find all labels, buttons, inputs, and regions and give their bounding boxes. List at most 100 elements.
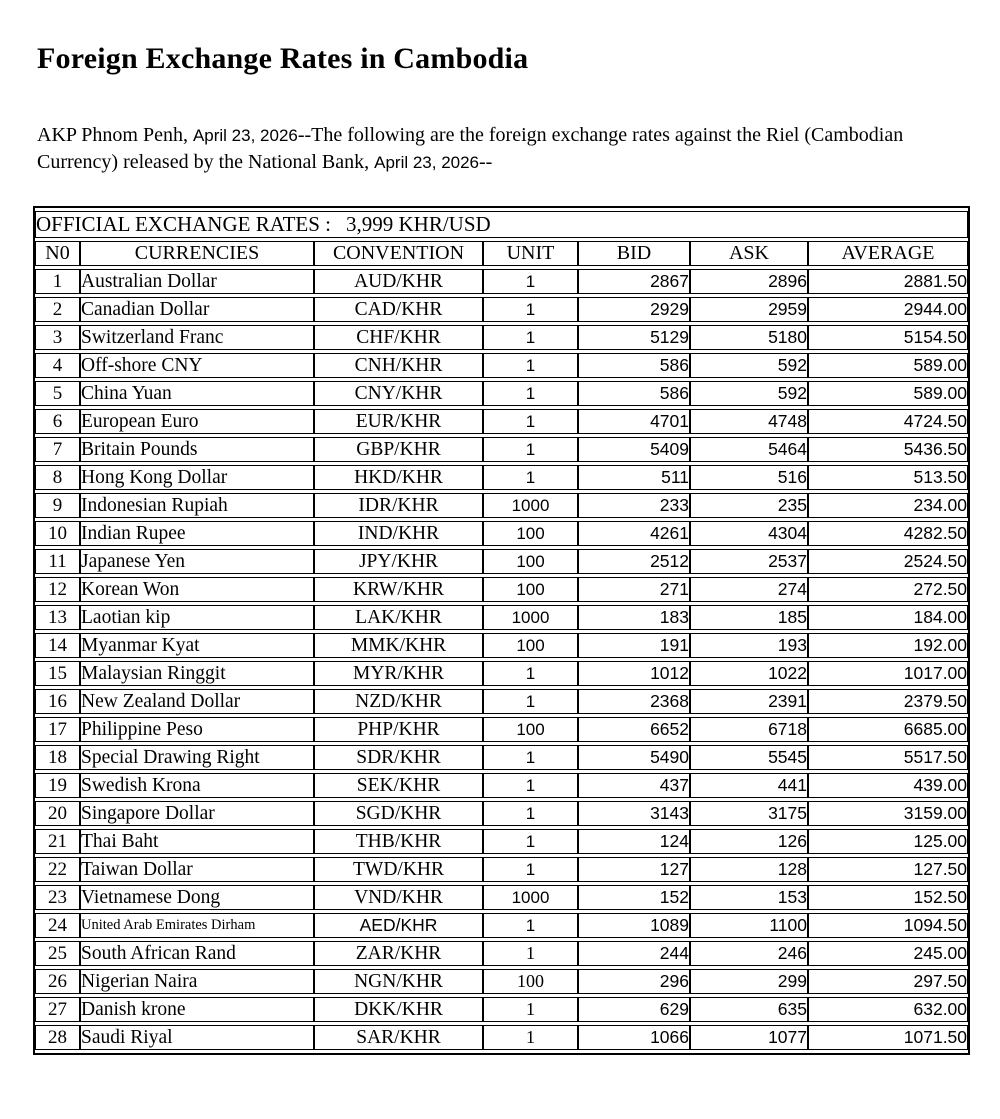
page-title: Foreign Exchange Rates in Cambodia xyxy=(37,42,529,75)
cell-unit: 1 xyxy=(483,913,578,938)
cell-no: 13 xyxy=(35,605,80,630)
table-row: 12 Korean Won KRW/KHR 100 271 274 272.50 xyxy=(35,577,969,602)
cell-convention: CAD/KHR xyxy=(314,297,483,322)
table-row: 22 Taiwan Dollar TWD/KHR 1 127 128 127.50 xyxy=(35,857,969,882)
cell-average: 2881.50 xyxy=(808,269,969,294)
cell-ask: 235 xyxy=(690,493,808,518)
cell-convention: PHP/KHR xyxy=(314,717,483,742)
intro-date-segment: April 23, 2026 xyxy=(374,153,480,172)
cell-no: 5 xyxy=(35,381,80,406)
cell-currency: United Arab Emirates Dirham xyxy=(80,913,314,938)
cell-bid: 5409 xyxy=(578,437,690,462)
cell-no: 6 xyxy=(35,409,80,434)
cell-unit: 100 xyxy=(483,969,578,994)
cell-bid: 586 xyxy=(578,353,690,378)
cell-unit: 1 xyxy=(483,381,578,406)
cell-ask: 1100 xyxy=(690,913,808,938)
cell-bid: 5490 xyxy=(578,745,690,770)
cell-unit: 1 xyxy=(483,353,578,378)
cell-ask: 1077 xyxy=(690,1025,808,1050)
table-row: 19 Swedish Krona SEK/KHR 1 437 441 439.00 xyxy=(35,773,969,798)
cell-bid: 2929 xyxy=(578,297,690,322)
cell-no: 21 xyxy=(35,829,80,854)
cell-currency: Saudi Riyal xyxy=(80,1025,314,1050)
cell-currency: Australian Dollar xyxy=(80,269,314,294)
cell-ask: 441 xyxy=(690,773,808,798)
cell-convention: VND/KHR xyxy=(314,885,483,910)
cell-currency: Thai Baht xyxy=(80,829,314,854)
cell-currency: Korean Won xyxy=(80,577,314,602)
cell-currency: Canadian Dollar xyxy=(80,297,314,322)
cell-convention: CHF/KHR xyxy=(314,325,483,350)
cell-bid: 4701 xyxy=(578,409,690,434)
cell-currency: Taiwan Dollar xyxy=(80,857,314,882)
cell-bid: 244 xyxy=(578,941,690,966)
cell-unit: 1000 xyxy=(483,605,578,630)
cell-bid: 4261 xyxy=(578,521,690,546)
cell-bid: 271 xyxy=(578,577,690,602)
cell-average: 1094.50 xyxy=(808,913,969,938)
cell-currency: Malaysian Ringgit xyxy=(80,661,314,686)
table-row: 13 Laotian kip LAK/KHR 1000 183 185 184.00 xyxy=(35,605,969,630)
cell-no: 27 xyxy=(35,997,80,1022)
intro-text-segment: -- xyxy=(479,151,493,173)
cell-bid: 127 xyxy=(578,857,690,882)
cell-unit: 1 xyxy=(483,465,578,490)
column-header-currencies: CURRENCIES xyxy=(80,241,314,266)
cell-unit: 1 xyxy=(483,829,578,854)
table-row: 4 Off-shore CNY CNH/KHR 1 586 592 589.00 xyxy=(35,353,969,378)
table-row: 26 Nigerian Naira NGN/KHR 100 296 299 297.50 xyxy=(35,969,969,994)
cell-ask: 126 xyxy=(690,829,808,854)
cell-average: 3159.00 xyxy=(808,801,969,826)
cell-bid: 183 xyxy=(578,605,690,630)
cell-convention: AUD/KHR xyxy=(314,269,483,294)
cell-ask: 6718 xyxy=(690,717,808,742)
cell-unit: 1 xyxy=(483,689,578,714)
cell-convention: TWD/KHR xyxy=(314,857,483,882)
cell-ask: 128 xyxy=(690,857,808,882)
cell-currency: Vietnamese Dong xyxy=(80,885,314,910)
cell-average: 4724.50 xyxy=(808,409,969,434)
cell-convention: NGN/KHR xyxy=(314,969,483,994)
cell-ask: 4748 xyxy=(690,409,808,434)
table-row: 20 Singapore Dollar SGD/KHR 1 3143 3175 3159.0… xyxy=(35,801,969,826)
cell-unit: 1 xyxy=(483,297,578,322)
cell-convention: NZD/KHR xyxy=(314,689,483,714)
cell-bid: 5129 xyxy=(578,325,690,350)
table-row: 14 Myanmar Kyat MMK/KHR 100 191 193 192.00 xyxy=(35,633,969,658)
cell-currency: China Yuan xyxy=(80,381,314,406)
cell-bid: 3143 xyxy=(578,801,690,826)
cell-average: 245.00 xyxy=(808,941,969,966)
cell-average: 5517.50 xyxy=(808,745,969,770)
intro-date-segment: April 23, 2026 xyxy=(192,126,298,145)
cell-ask: 4304 xyxy=(690,521,808,546)
table-row: 23 Vietnamese Dong VND/KHR 1000 152 153 152.50 xyxy=(35,885,969,910)
cell-average: 5436.50 xyxy=(808,437,969,462)
cell-ask: 592 xyxy=(690,381,808,406)
cell-no: 17 xyxy=(35,717,80,742)
cell-no: 23 xyxy=(35,885,80,910)
cell-currency: Danish krone xyxy=(80,997,314,1022)
cell-no: 2 xyxy=(35,297,80,322)
cell-average: 632.00 xyxy=(808,997,969,1022)
cell-no: 22 xyxy=(35,857,80,882)
column-header-n0: N0 xyxy=(35,241,80,266)
cell-bid: 1012 xyxy=(578,661,690,686)
cell-unit: 100 xyxy=(483,717,578,742)
cell-no: 8 xyxy=(35,465,80,490)
table-row: 7 Britain Pounds GBP/KHR 1 5409 5464 5436.50 xyxy=(35,437,969,462)
cell-convention: SEK/KHR xyxy=(314,773,483,798)
cell-ask: 635 xyxy=(690,997,808,1022)
cell-average: 589.00 xyxy=(808,381,969,406)
cell-average: 192.00 xyxy=(808,633,969,658)
table-row: 18 Special Drawing Right SDR/KHR 1 5490 5545 5… xyxy=(35,745,969,770)
cell-ask: 1022 xyxy=(690,661,808,686)
cell-bid: 124 xyxy=(578,829,690,854)
table-row: 28 Saudi Riyal SAR/KHR 1 1066 1077 1071.50 xyxy=(35,1025,969,1050)
cell-bid: 152 xyxy=(578,885,690,910)
table-row: 16 New Zealand Dollar NZD/KHR 1 2368 2391 2379… xyxy=(35,689,969,714)
cell-unit: 1000 xyxy=(483,493,578,518)
cell-average: 184.00 xyxy=(808,605,969,630)
table-row: 10 Indian Rupee IND/KHR 100 4261 4304 4282.50 xyxy=(35,521,969,546)
cell-bid: 233 xyxy=(578,493,690,518)
